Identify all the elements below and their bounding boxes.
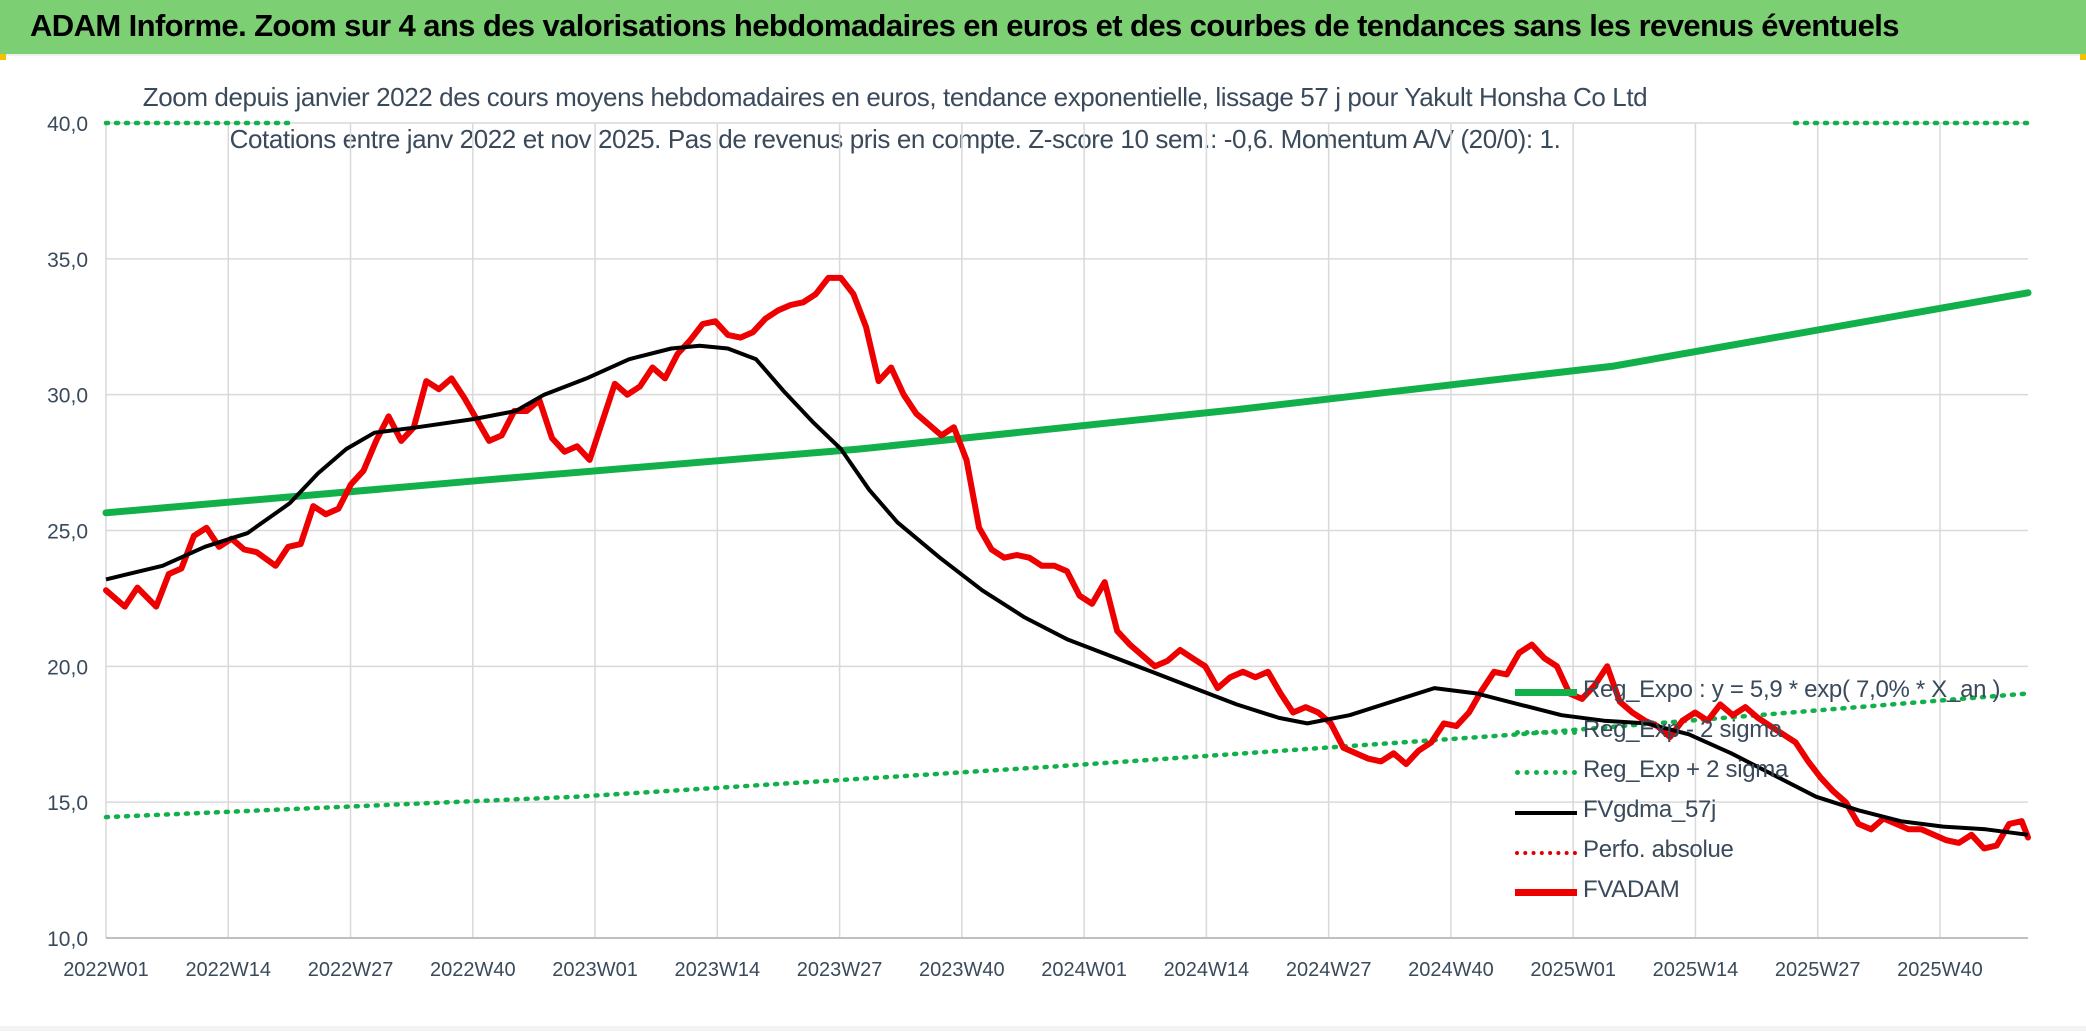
frame-corner-right [2080,54,2086,60]
series-reg-minus-2-sigma [103,691,2031,820]
legend-swatch [1515,851,1577,855]
x-tick-label: 2023W40 [919,959,1005,981]
legend-swatch [1515,689,1577,696]
legend-swatch [1515,811,1577,815]
y-tick-label: 40,0 [47,113,88,136]
legend-label: FVADAM [1583,876,1680,903]
series-reg-expo [102,289,2032,517]
report-title: ADAM Informe. Zoom sur 4 ans des valoris… [30,8,1900,43]
frame-bottom [0,1026,2086,1031]
x-tick-label: 2025W40 [1897,959,1983,981]
chart-subtitle: Cotations entre janv 2022 et nov 2025. P… [229,124,1561,154]
y-tick-label: 25,0 [47,521,88,544]
series-fvadam [103,274,2031,852]
legend-swatch [1515,770,1577,775]
x-tick-label: 2024W40 [1408,959,1494,981]
frame-corner-left [0,54,6,60]
x-tick-label: 2022W14 [185,959,271,981]
legend-label: Reg_Exp - 2 sigma [1583,716,1782,743]
legend-swatch [1515,730,1577,735]
y-tick-label: 30,0 [47,385,88,408]
x-tick-label: 2023W27 [797,959,883,981]
legend-swatch [1515,889,1577,896]
x-tick-label: 2024W27 [1286,959,1372,981]
series-fvgdma-57j [105,343,2029,837]
x-tick-label: 2023W01 [552,959,638,981]
chart-title: Zoom depuis janvier 2022 des cours moyen… [142,82,1648,112]
x-tick-label: 2023W14 [675,959,761,981]
x-tick-label: 2022W01 [63,959,149,981]
x-tick-label: 2025W14 [1653,959,1739,981]
legend-label: Reg_Expo : y = 5,9 * exp( 7,0% * X_an ) [1583,676,2001,703]
y-tick-label: 15,0 [47,792,88,815]
x-tick-label: 2024W01 [1041,959,1127,981]
x-tick-label: 2022W27 [308,959,394,981]
legend-label: Reg_Exp + 2 sigma [1583,756,1789,783]
chart-canvas: 10,0 15,0 20,0 25,0 30,0 35,0 40,0 2022W01 2022W… [47,113,2032,981]
y-tick-label: 20,0 [47,656,88,679]
y-tick-label: 35,0 [47,249,88,272]
x-tick-label: 2025W01 [1530,959,1616,981]
legend-label: Perfo. absolue [1583,836,1734,863]
x-tick-label: 2024W14 [1164,959,1250,981]
x-tick-label: 2022W40 [430,959,516,981]
report-banner: ADAM Informe. Zoom sur 4 ans des valoris… [0,0,2086,56]
y-tick-label: 10,0 [47,928,88,951]
x-tick-label: 2025W27 [1775,959,1861,981]
legend-label: FVgdma_57j [1583,796,1717,823]
